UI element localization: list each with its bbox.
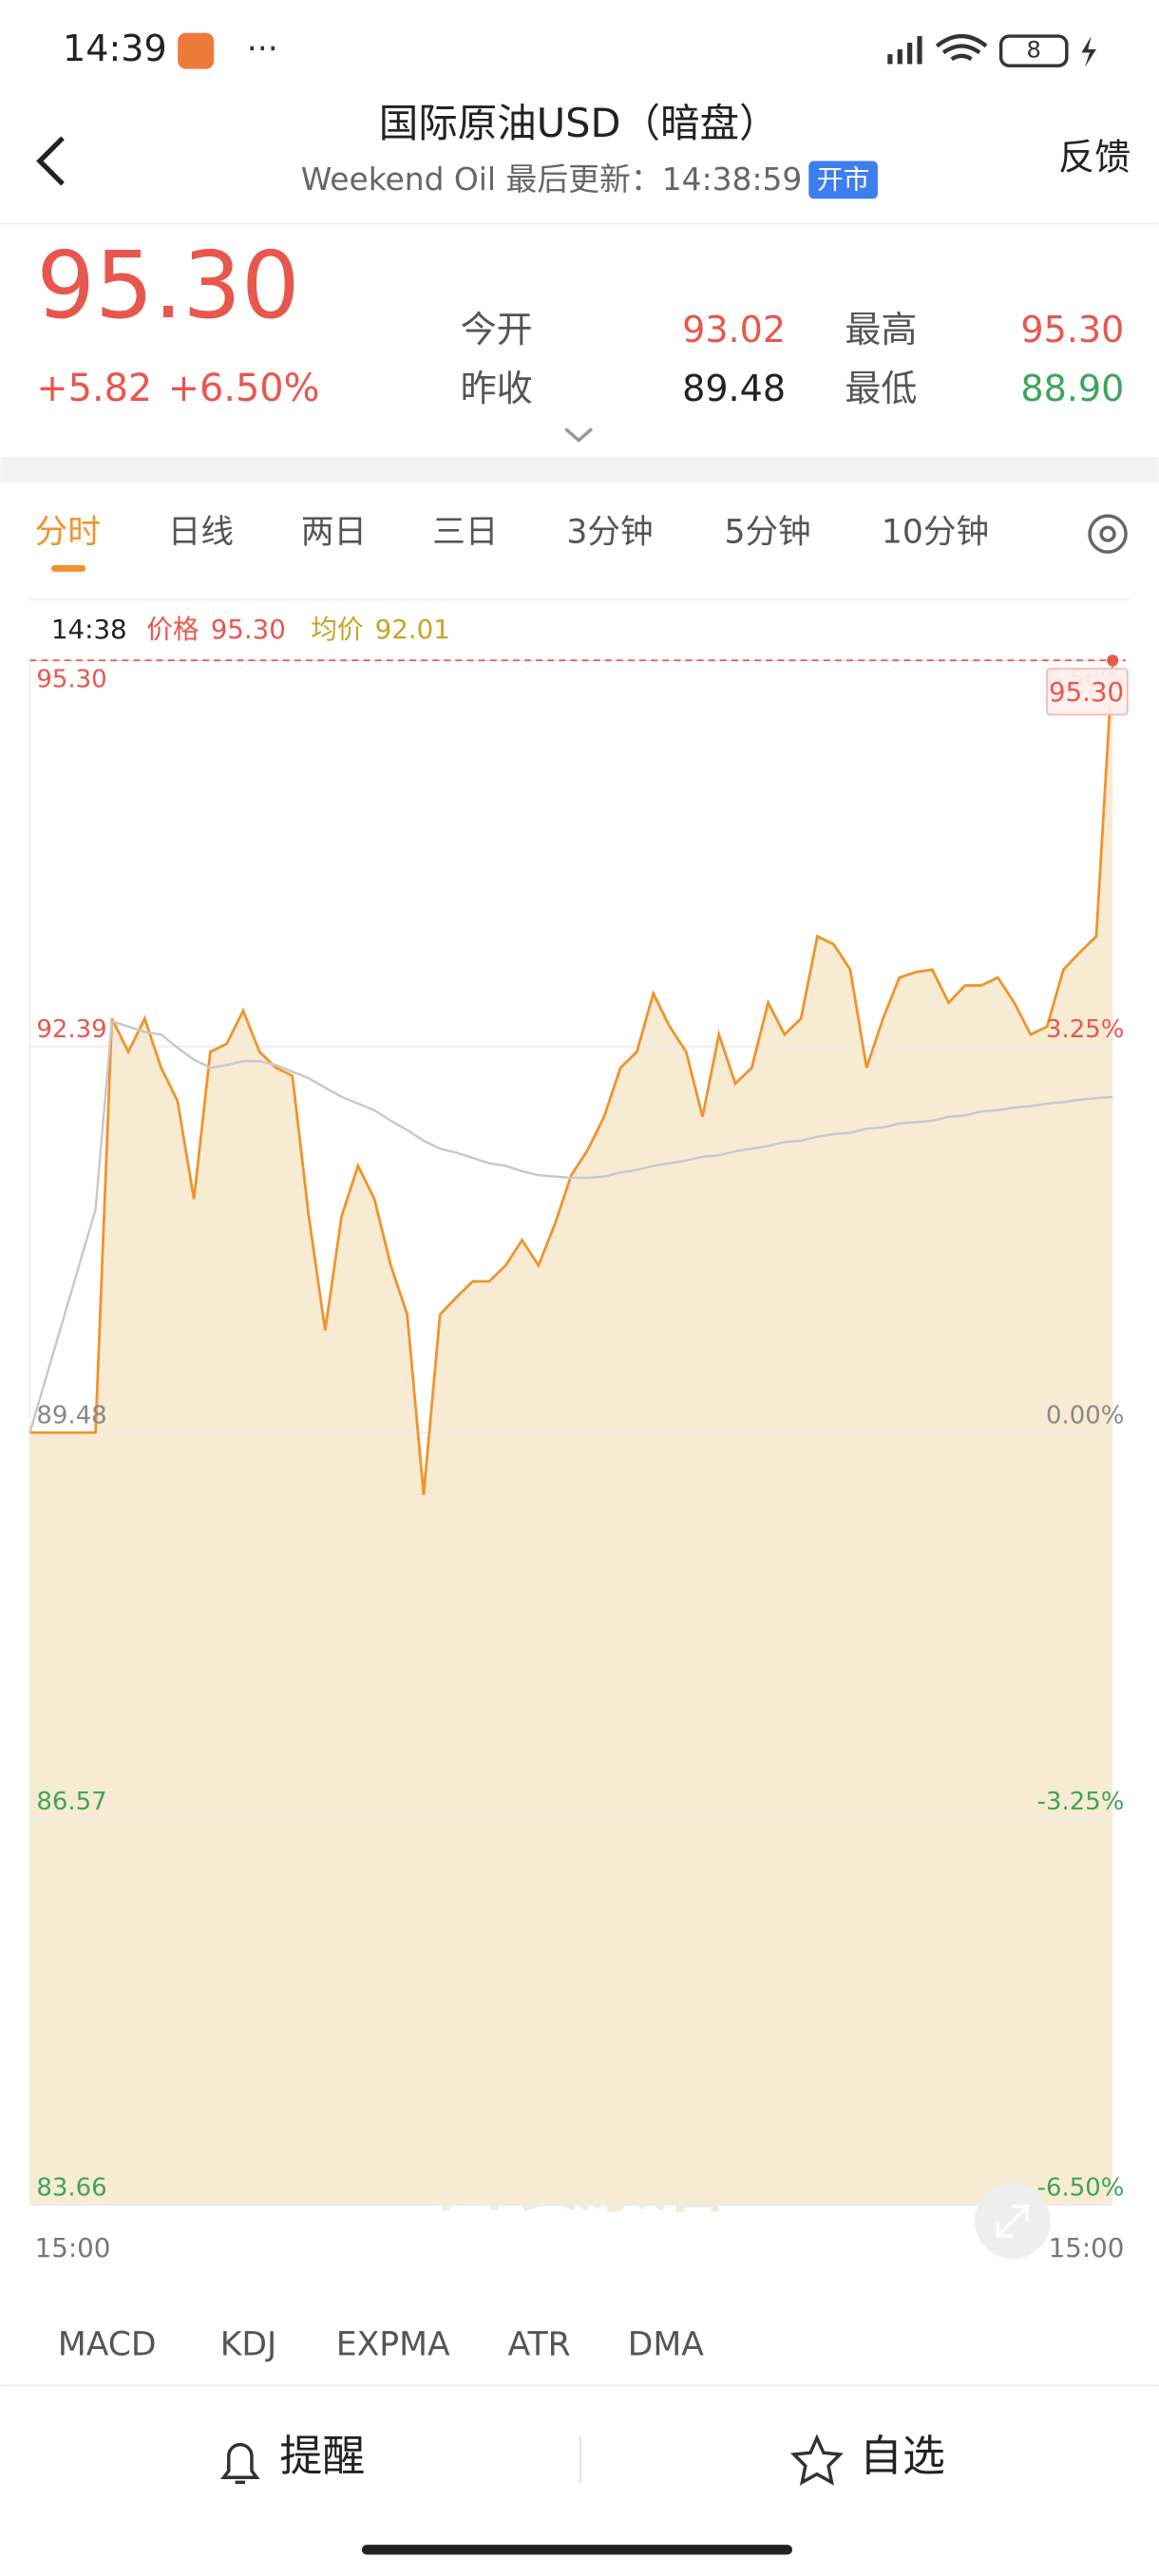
indicator-tab[interactable]: ATR	[508, 2325, 571, 2363]
stat-value: 88.90	[1020, 368, 1124, 409]
y-tick-label: 92.39	[36, 1015, 106, 1044]
tooltip-time: 14:38	[51, 614, 127, 645]
tab[interactable]: 3分钟	[566, 514, 653, 552]
tooltip-avg: 92.01	[375, 614, 450, 645]
settings-icon[interactable]	[1088, 514, 1128, 554]
bell-icon	[220, 2442, 260, 2485]
tooltip-price: 95.30	[211, 614, 286, 645]
badge-bg	[808, 161, 878, 199]
price-change: +5.82	[36, 367, 152, 410]
stat-value: 93.02	[682, 309, 786, 350]
tab[interactable]: 两日	[301, 514, 367, 552]
tooltip-price-label: 价格	[146, 614, 199, 645]
price-change-pct: +6.50%	[168, 367, 320, 410]
y2-tick-label: -6.50%	[1037, 2173, 1125, 2202]
alert-button[interactable]: 提醒	[279, 2431, 365, 2481]
tab[interactable]: 5分钟	[724, 514, 810, 552]
price-line	[29, 660, 1114, 1495]
x-tick-label: 15:00	[1049, 2232, 1125, 2263]
stat-value: 89.48	[682, 368, 786, 409]
y2-tick-label: 0.00%	[1046, 1401, 1124, 1430]
stat-label: 今开	[461, 309, 533, 350]
home-indicator	[361, 2545, 792, 2555]
indicator-tab[interactable]: DMA	[628, 2325, 704, 2363]
fullscreen-icon	[996, 2205, 1030, 2238]
last-price-tag-label: 95.30	[1049, 676, 1124, 708]
star-icon	[789, 2434, 844, 2486]
status-time: 14:39	[63, 28, 167, 69]
last-price-dot	[1107, 654, 1119, 667]
x-tick-label: 15:00	[35, 2232, 111, 2263]
more-dots: ···	[247, 30, 278, 68]
y-tick-label: 86.57	[36, 1788, 106, 1816]
stat-value: 95.30	[1020, 309, 1124, 350]
y-tick-label: 89.48	[36, 1401, 106, 1430]
back-button[interactable]	[36, 136, 65, 186]
tab-underline	[50, 564, 86, 572]
plot: 口袋原油83.6686.5789.4892.3995.30-6.50%-3.25…	[28, 654, 1129, 2222]
watchlist-button[interactable]: 自选	[860, 2431, 945, 2481]
battery-level: 8	[1027, 37, 1041, 64]
tab[interactable]: 分时	[35, 514, 101, 552]
feedback-button[interactable]: 反馈	[1058, 136, 1130, 178]
indicator-bar: MACD KDJ EXPMA ATR DMA	[58, 2325, 704, 2363]
market-badge: 开市	[817, 163, 869, 195]
stat-label: 昨收	[461, 368, 533, 409]
average-line	[28, 1019, 1113, 1433]
tooltip-avg-label: 均价	[311, 614, 363, 645]
indicator-tab[interactable]: KDJ	[220, 2325, 277, 2363]
tab-bar: 分时 日线 两日 三日 3分钟 5分钟 10分钟	[35, 514, 989, 552]
tab[interactable]: 三日	[432, 514, 498, 552]
page-title: 国际原油USD（暗盘）	[379, 100, 779, 146]
tab[interactable]: 10分钟	[882, 514, 989, 552]
subtitle: Weekend Oil 最后更新：14:38:59	[301, 161, 803, 198]
last-price-tag	[1046, 668, 1129, 716]
current-price: 95.30	[36, 232, 299, 339]
tab[interactable]: 日线	[168, 514, 234, 552]
indicator-tab[interactable]: MACD	[58, 2325, 157, 2363]
y-tick-label: 83.66	[36, 2173, 106, 2202]
y2-tick-label: -3.25%	[1037, 1788, 1125, 1816]
stat-label: 最低	[845, 368, 917, 409]
app-icon	[178, 32, 215, 69]
indicator-tab[interactable]: EXPMA	[336, 2325, 450, 2363]
expand-chevron[interactable]	[564, 427, 594, 443]
section-gap	[0, 456, 1159, 483]
y-tick-label: 95.30	[36, 666, 106, 694]
y2-tick-label: 3.25%	[1046, 1015, 1124, 1044]
stat-label: 最高	[845, 309, 917, 350]
signal-icons	[887, 33, 1096, 67]
